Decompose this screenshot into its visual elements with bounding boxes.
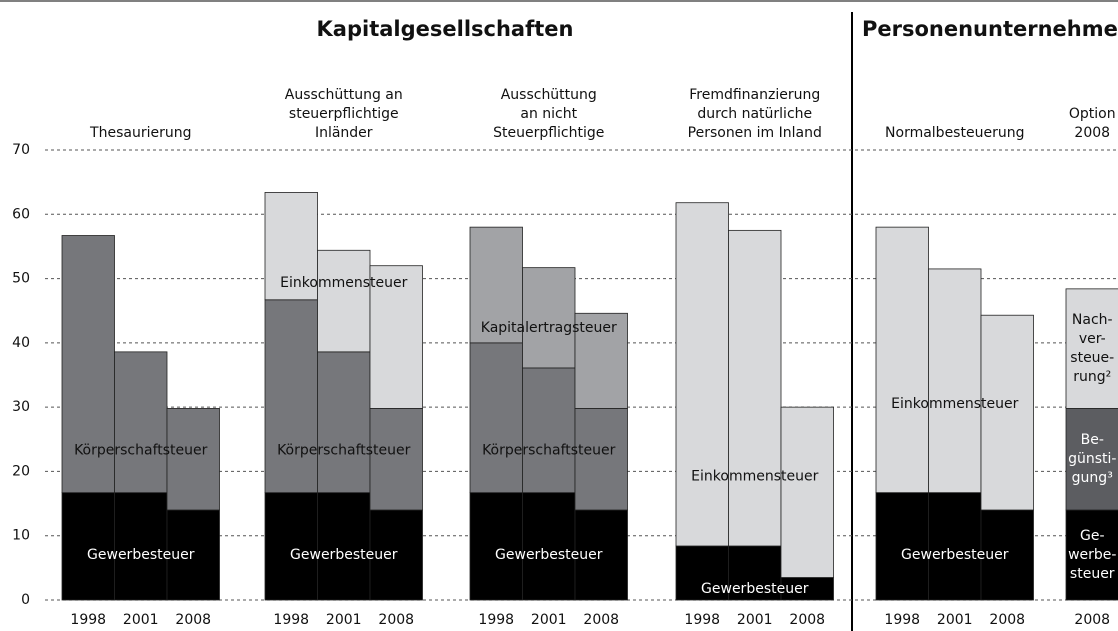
x-tick-label: 2001: [937, 612, 973, 628]
y-tick-label: 20: [12, 463, 30, 479]
bar-segment: [675, 202, 729, 547]
group-name: 2008: [1074, 125, 1110, 141]
bar-segment: [1065, 288, 1118, 409]
x-tick-label: 1998: [684, 612, 720, 628]
segment-label: Körperschaftsteuer: [482, 443, 616, 459]
bar-segment: [522, 367, 576, 494]
segment-label: Einkommensteuer: [891, 396, 1018, 412]
group-name: Normalbesteuerung: [885, 125, 1024, 141]
bar-segment: [980, 509, 1034, 601]
group-name: an nicht: [520, 106, 577, 122]
group-name: Personen im Inland: [688, 125, 822, 141]
bar-segment: [574, 312, 628, 409]
bar-segment: [728, 545, 782, 601]
bar-segment: [574, 408, 628, 511]
segment-label: Gewerbesteuer: [290, 547, 398, 563]
bar-segment: [61, 235, 115, 494]
x-tick-label: 2008: [378, 612, 414, 628]
x-tick-label: 1998: [884, 612, 920, 628]
x-tick-label: 1998: [478, 612, 514, 628]
group-name: Thesaurierung: [89, 125, 191, 141]
bar-segment: [317, 249, 371, 353]
bar-segment: [469, 492, 523, 601]
x-tick-label: 2008: [175, 612, 211, 628]
bar-segment: [264, 492, 318, 601]
x-tick-label: 2001: [531, 612, 567, 628]
bar-segment: [469, 226, 523, 344]
y-tick-label: 30: [12, 399, 30, 415]
group-name: Ausschüttung: [501, 87, 597, 103]
bar-segment: [264, 299, 318, 494]
y-tick-label: 10: [12, 528, 30, 544]
segment-label: Gewerbesteuer: [495, 547, 603, 563]
bar-segment: [1065, 408, 1118, 511]
bar-segment: [369, 408, 423, 511]
x-tick-label: 2008: [583, 612, 619, 628]
bar-segment: [166, 408, 220, 511]
segment-label: werbe-: [1068, 547, 1116, 563]
segment-label: Einkommensteuer: [691, 469, 818, 485]
x-tick-label: 2001: [326, 612, 362, 628]
segment-label: Einkommensteuer: [280, 275, 407, 291]
segment-label: Nach-: [1072, 312, 1113, 328]
group-name: Option: [1069, 106, 1116, 122]
group-name: durch natürliche: [697, 106, 812, 122]
x-tick-label: 2008: [989, 612, 1025, 628]
x-tick-label: 2001: [737, 612, 773, 628]
y-tick-label: 0: [21, 592, 30, 608]
section-title: Personenunternehmen: [862, 17, 1118, 41]
segment-label: rung²: [1073, 369, 1111, 385]
bar-segment: [317, 351, 371, 494]
x-tick-label: 1998: [273, 612, 309, 628]
x-tick-label: 2008: [789, 612, 825, 628]
group-name: Fremdfinanzierung: [689, 87, 820, 103]
segment-label: Kapitalertragsteuer: [481, 320, 617, 336]
bar-segment: [522, 267, 576, 369]
x-tick-label: 2008: [1074, 612, 1110, 628]
segment-label: Körperschaftsteuer: [74, 443, 208, 459]
bar-segment: [369, 509, 423, 601]
segment-label: Gewerbesteuer: [701, 581, 809, 597]
bar-segment: [574, 509, 628, 601]
y-tick-label: 60: [12, 206, 30, 222]
segment-label: Gewerbesteuer: [87, 547, 195, 563]
group-name: Steuerpflichtige: [493, 125, 604, 141]
y-tick-label: 40: [12, 335, 30, 351]
bar-segment: [1065, 509, 1118, 601]
bar-segment: [114, 351, 168, 494]
y-tick-label: 70: [12, 142, 30, 158]
y-tick-label: 50: [12, 271, 30, 287]
segment-label: gung³: [1072, 470, 1113, 486]
x-tick-label: 1998: [70, 612, 106, 628]
segment-label: Gewerbesteuer: [901, 547, 1009, 563]
segment-label: Be-: [1081, 432, 1104, 448]
bar-segment: [728, 229, 782, 547]
segment-label: steue-: [1070, 350, 1114, 366]
bar-segment: [469, 342, 523, 494]
bar-segment: [780, 406, 834, 578]
bar-segment: [928, 268, 982, 494]
section-title: Kapitalgesellschaften: [317, 17, 574, 41]
bar-segment: [875, 226, 929, 494]
segment-label: günsti-: [1068, 451, 1116, 467]
segment-label: Ge-: [1080, 528, 1105, 544]
bar-segment: [675, 545, 729, 601]
segment-label: ver-: [1079, 331, 1106, 347]
bar-segment: [369, 265, 423, 409]
bar-segment: [264, 192, 318, 301]
bar-segment: [317, 492, 371, 601]
bar-segment: [114, 492, 168, 601]
bar-segment: [522, 492, 576, 601]
bar-segment: [980, 314, 1034, 511]
bar-segment: [166, 509, 220, 601]
segment-label: steuer: [1070, 566, 1115, 582]
group-name: steuerpflichtige: [289, 106, 399, 122]
segment-label: Körperschaftsteuer: [277, 443, 411, 459]
group-name: Inländer: [315, 125, 373, 141]
x-tick-label: 2001: [123, 612, 159, 628]
group-name: Ausschüttung an: [285, 87, 403, 103]
